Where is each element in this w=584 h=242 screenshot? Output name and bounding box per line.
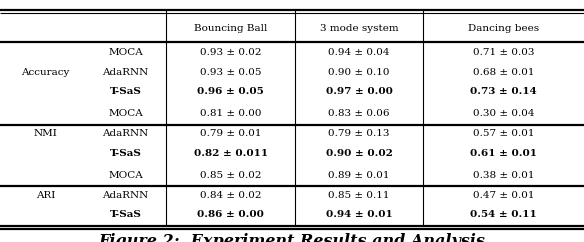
- Text: 0.30 ± 0.04: 0.30 ± 0.04: [473, 109, 534, 118]
- Text: 0.61 ± 0.01: 0.61 ± 0.01: [470, 149, 537, 158]
- Text: 0.94 ± 0.04: 0.94 ± 0.04: [328, 48, 390, 57]
- Text: 0.79 ± 0.13: 0.79 ± 0.13: [328, 129, 390, 138]
- Text: MOCA: MOCA: [108, 48, 143, 57]
- Text: 0.90 ± 0.02: 0.90 ± 0.02: [326, 149, 392, 158]
- Text: 0.97 ± 0.00: 0.97 ± 0.00: [326, 87, 392, 97]
- Text: 0.84 ± 0.02: 0.84 ± 0.02: [200, 190, 262, 200]
- Text: 0.82 ± 0.011: 0.82 ± 0.011: [194, 149, 267, 158]
- Text: 0.85 ± 0.11: 0.85 ± 0.11: [328, 190, 390, 200]
- Text: 0.85 ± 0.02: 0.85 ± 0.02: [200, 171, 262, 180]
- Text: 0.54 ± 0.11: 0.54 ± 0.11: [470, 210, 537, 219]
- Text: Accuracy: Accuracy: [21, 68, 69, 77]
- Text: Bouncing Ball: Bouncing Ball: [194, 24, 267, 33]
- Text: MOCA: MOCA: [108, 171, 143, 180]
- Text: 0.90 ± 0.10: 0.90 ± 0.10: [328, 68, 390, 77]
- Text: 0.47 ± 0.01: 0.47 ± 0.01: [473, 190, 534, 200]
- Text: 0.93 ± 0.02: 0.93 ± 0.02: [200, 48, 262, 57]
- Text: 3 mode system: 3 mode system: [320, 24, 398, 33]
- Text: T-SaS: T-SaS: [110, 210, 141, 219]
- Text: 0.86 ± 0.00: 0.86 ± 0.00: [197, 210, 264, 219]
- Text: 0.73 ± 0.14: 0.73 ± 0.14: [470, 87, 537, 97]
- Text: 0.57 ± 0.01: 0.57 ± 0.01: [473, 129, 534, 138]
- Text: Dancing bees: Dancing bees: [468, 24, 539, 33]
- Text: 0.81 ± 0.00: 0.81 ± 0.00: [200, 109, 262, 118]
- Text: 0.96 ± 0.05: 0.96 ± 0.05: [197, 87, 264, 97]
- Text: 0.89 ± 0.01: 0.89 ± 0.01: [328, 171, 390, 180]
- Text: AdaRNN: AdaRNN: [102, 68, 149, 77]
- Text: 0.94 ± 0.01: 0.94 ± 0.01: [326, 210, 392, 219]
- Text: AdaRNN: AdaRNN: [102, 190, 149, 200]
- Text: AdaRNN: AdaRNN: [102, 129, 149, 138]
- Text: 0.38 ± 0.01: 0.38 ± 0.01: [473, 171, 534, 180]
- Text: T-SaS: T-SaS: [110, 149, 141, 158]
- Text: 0.68 ± 0.01: 0.68 ± 0.01: [473, 68, 534, 77]
- Text: 0.71 ± 0.03: 0.71 ± 0.03: [473, 48, 534, 57]
- Text: MOCA: MOCA: [108, 109, 143, 118]
- Text: 0.93 ± 0.05: 0.93 ± 0.05: [200, 68, 262, 77]
- Text: T-SaS: T-SaS: [110, 87, 141, 97]
- Text: NMI: NMI: [33, 129, 57, 138]
- Text: 0.83 ± 0.06: 0.83 ± 0.06: [328, 109, 390, 118]
- Text: ARI: ARI: [36, 190, 55, 200]
- Text: Figure 2:  Experiment Results and Analysis: Figure 2: Experiment Results and Analysi…: [99, 233, 485, 242]
- Text: 0.79 ± 0.01: 0.79 ± 0.01: [200, 129, 262, 138]
